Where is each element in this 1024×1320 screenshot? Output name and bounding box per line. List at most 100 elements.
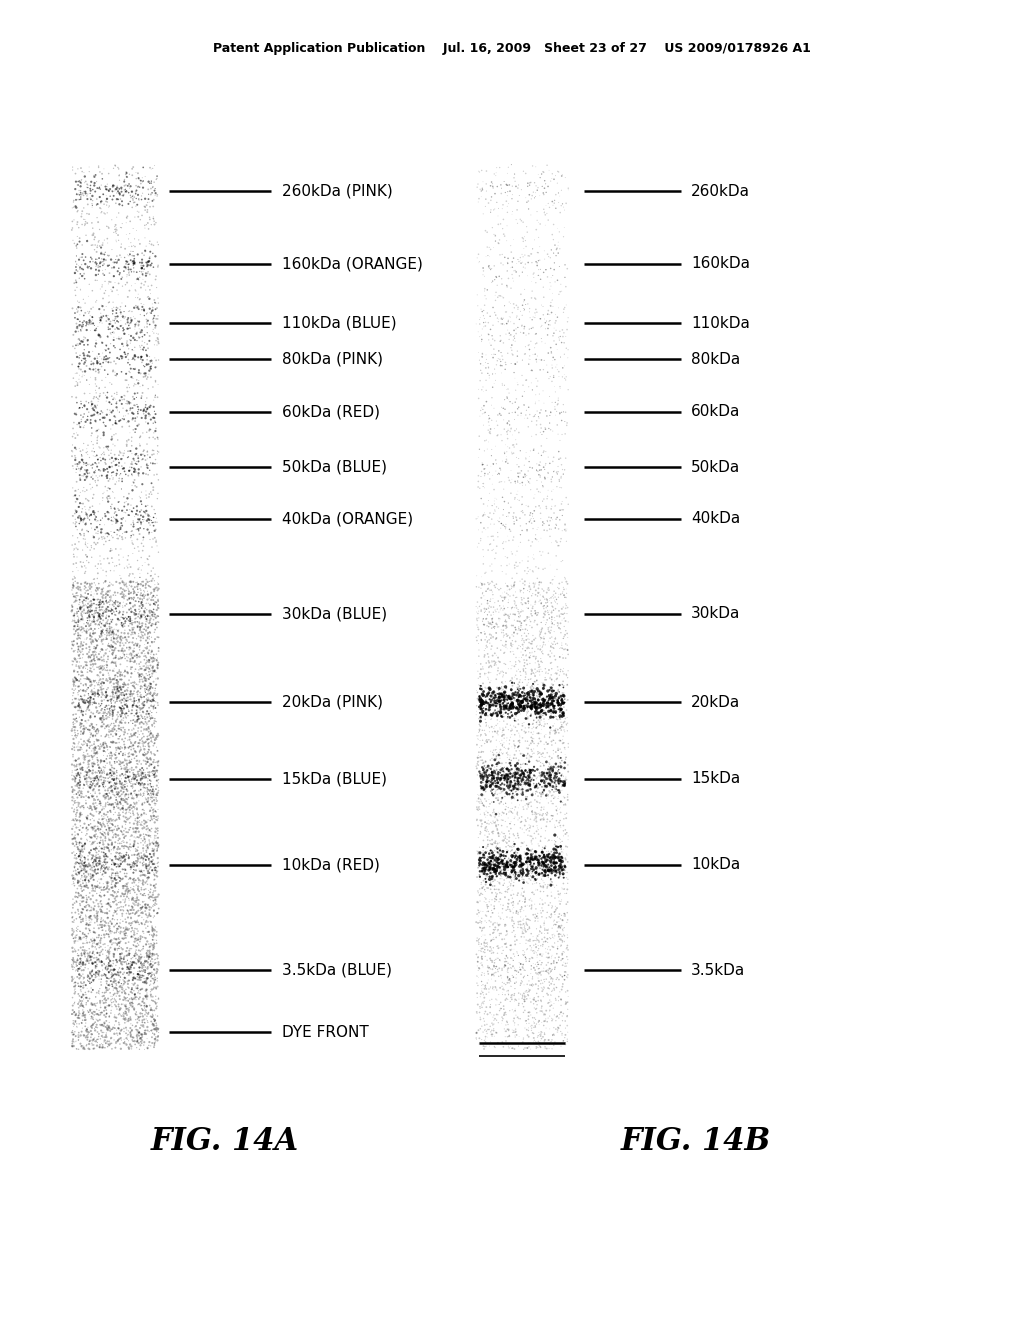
Point [76, 775, 92, 796]
Point [84, 1030, 100, 1051]
Point [137, 855, 154, 876]
Point [80, 915, 96, 936]
Point [126, 796, 142, 817]
Point [106, 487, 123, 508]
Point [487, 977, 504, 998]
Point [110, 779, 126, 800]
Point [113, 409, 129, 430]
Point [548, 198, 564, 219]
Point [479, 896, 496, 917]
Point [114, 788, 130, 809]
Point [68, 620, 84, 642]
Point [132, 627, 148, 648]
Point [65, 655, 81, 676]
Point [490, 843, 507, 865]
Point [137, 846, 154, 867]
Point [102, 669, 119, 690]
Point [542, 677, 558, 698]
Point [508, 261, 524, 282]
Point [547, 900, 563, 921]
Point [86, 1018, 102, 1039]
Point [87, 614, 103, 635]
Point [95, 785, 112, 807]
Point [495, 809, 511, 830]
Point [85, 620, 101, 642]
Point [116, 973, 132, 994]
Point [140, 945, 157, 966]
Point [510, 599, 526, 620]
Point [87, 789, 103, 810]
Point [90, 231, 106, 252]
Point [86, 928, 102, 949]
Point [500, 1026, 516, 1047]
Point [476, 614, 493, 635]
Point [99, 903, 116, 924]
Point [479, 605, 496, 626]
Point [527, 333, 544, 354]
Point [136, 619, 153, 640]
Point [558, 572, 574, 593]
Point [81, 764, 97, 785]
Point [500, 742, 516, 763]
Point [526, 733, 543, 754]
Point [126, 676, 142, 697]
Point [117, 774, 133, 795]
Point [552, 531, 568, 552]
Point [70, 577, 86, 598]
Point [128, 1038, 144, 1059]
Point [135, 403, 152, 424]
Point [110, 591, 126, 612]
Point [143, 692, 160, 713]
Point [142, 655, 159, 676]
Point [108, 970, 124, 991]
Point [501, 403, 517, 424]
Point [503, 483, 519, 504]
Point [75, 704, 91, 725]
Point [517, 404, 534, 425]
Point [489, 855, 506, 876]
Point [74, 859, 90, 880]
Point [544, 614, 560, 635]
Point [76, 774, 92, 795]
Point [129, 1031, 145, 1052]
Point [73, 634, 89, 655]
Point [554, 845, 570, 866]
Point [492, 838, 508, 859]
Point [101, 1035, 118, 1056]
Point [474, 582, 490, 603]
Point [146, 991, 163, 1012]
Point [479, 506, 496, 527]
Point [127, 659, 143, 680]
Point [133, 606, 150, 627]
Point [70, 614, 86, 635]
Point [504, 750, 520, 771]
Point [478, 1036, 495, 1057]
Point [108, 598, 124, 619]
Point [499, 195, 515, 216]
Point [92, 309, 109, 330]
Point [125, 836, 141, 857]
Point [546, 701, 562, 722]
Point [472, 1007, 488, 1028]
Point [122, 826, 138, 847]
Point [472, 706, 488, 727]
Point [559, 673, 575, 694]
Point [545, 194, 561, 215]
Point [65, 569, 81, 590]
Point [506, 776, 522, 797]
Point [521, 653, 538, 675]
Point [68, 668, 84, 689]
Point [484, 682, 501, 704]
Point [109, 768, 125, 789]
Point [137, 363, 154, 384]
Point [99, 648, 116, 669]
Point [473, 847, 489, 869]
Point [130, 675, 146, 696]
Point [473, 764, 489, 785]
Point [138, 825, 155, 846]
Point [516, 847, 532, 869]
Point [556, 931, 572, 952]
Point [539, 734, 555, 755]
Point [94, 639, 111, 660]
Point [511, 741, 527, 762]
